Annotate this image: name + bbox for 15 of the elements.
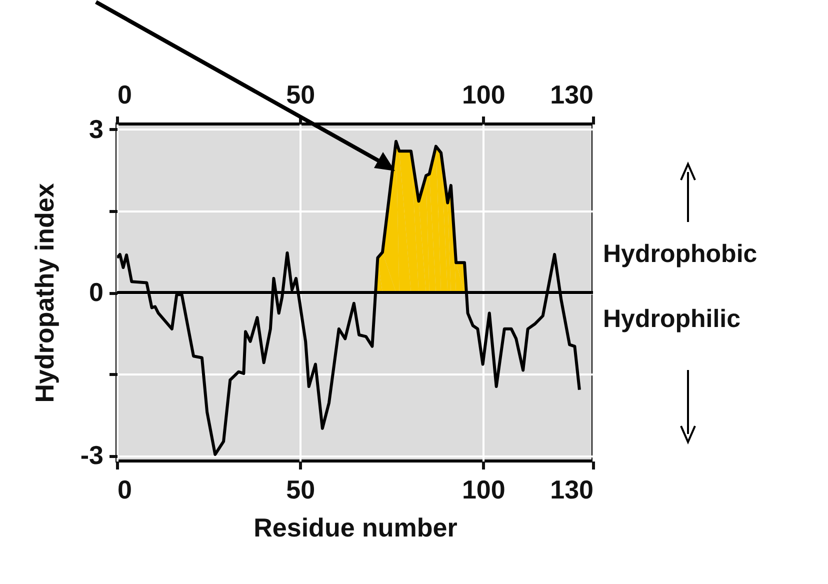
y-tick-label: 0 bbox=[89, 277, 104, 307]
text: Hydrophobic bbox=[603, 240, 758, 269]
y-axis-title: Hydropathy index bbox=[29, 182, 60, 403]
x2-tick-label: 0 bbox=[118, 80, 132, 110]
x2-tick-label: 100 bbox=[462, 80, 506, 110]
y-tick-label: 3 bbox=[89, 114, 104, 144]
y-tick-label: -3 bbox=[80, 440, 104, 470]
x-tick-label: 100 bbox=[462, 474, 506, 504]
x-tick-label: 130 bbox=[550, 474, 594, 504]
text: Hydrophilic bbox=[603, 305, 741, 334]
x-axis-title: Residue number bbox=[254, 512, 458, 542]
x2-tick-label: 130 bbox=[550, 80, 594, 110]
x-tick-label: 0 bbox=[118, 474, 132, 504]
x2-tick-label: 50 bbox=[286, 80, 316, 110]
x-tick-label: 50 bbox=[286, 474, 316, 504]
